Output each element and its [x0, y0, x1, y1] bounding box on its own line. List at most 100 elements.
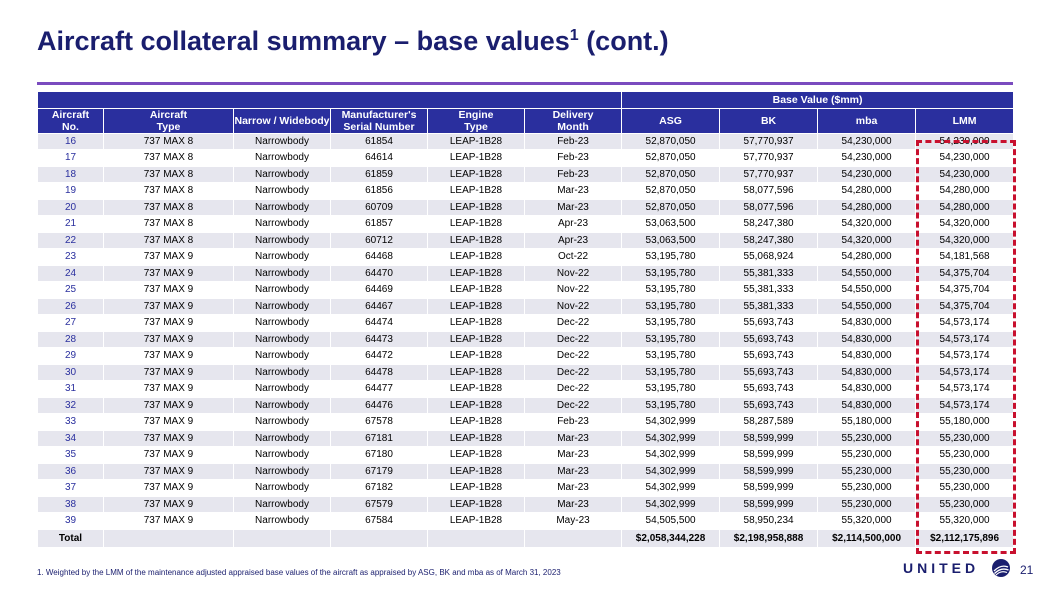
cell-type: 737 MAX 8	[103, 231, 234, 249]
cell-no: 39	[37, 512, 104, 530]
cell-mba: 54,280,000	[817, 182, 917, 200]
cell-lmm: 55,230,000	[915, 479, 1015, 497]
cell-engine: LEAP-1B28	[427, 165, 525, 183]
cell-bk: 58,247,380	[719, 231, 819, 249]
cell-body: Narrowbody	[233, 413, 331, 431]
cell-mba: 54,320,000	[817, 231, 917, 249]
cell-mba: 54,230,000	[817, 165, 917, 183]
cell-bk: 55,693,743	[719, 347, 819, 365]
cell-type: 737 MAX 9	[103, 363, 234, 381]
cell-mba: 54,830,000	[817, 314, 917, 332]
cell-mba: 54,550,000	[817, 297, 917, 315]
cell-delivery: Feb-23	[523, 413, 623, 431]
cell-no: 34	[37, 429, 104, 447]
header-delivery-month: Delivery Month	[523, 107, 623, 134]
cell-lmm: 55,230,000	[915, 462, 1015, 480]
cell-delivery: Feb-23	[523, 149, 623, 167]
cell-asg: 53,195,780	[621, 330, 721, 348]
cell-type: 737 MAX 9	[103, 248, 234, 266]
header-bk: BK	[719, 107, 819, 134]
total-asg: $2,058,344,228	[621, 528, 721, 548]
cell-delivery: Mar-23	[523, 462, 623, 480]
cell-type: 737 MAX 9	[103, 330, 234, 348]
cell-bk: 58,077,596	[719, 198, 819, 216]
cell-engine: LEAP-1B28	[427, 132, 525, 150]
cell-mba: 54,830,000	[817, 396, 917, 414]
cell-delivery: Dec-22	[523, 363, 623, 381]
cell-lmm: 54,375,704	[915, 297, 1015, 315]
table-row: 36 737 MAX 9 Narrowbody 67179 LEAP-1B28 Mar-2…	[37, 462, 1015, 480]
cell-msn: 64467	[330, 297, 428, 315]
cell-body: Narrowbody	[233, 363, 331, 381]
cell-mba: 55,230,000	[817, 446, 917, 464]
table-row: 33 737 MAX 9 Narrowbody 67578 LEAP-1B28 Feb-2…	[37, 413, 1015, 431]
cell-no: 17	[37, 149, 104, 167]
cell-no: 18	[37, 165, 104, 183]
cell-msn: 64470	[330, 264, 428, 282]
cell-body: Narrowbody	[233, 462, 331, 480]
cell-msn: 64474	[330, 314, 428, 332]
cell-body: Narrowbody	[233, 446, 331, 464]
header-body-type: Narrow / Widebody	[233, 107, 331, 134]
table-row: 19 737 MAX 8 Narrowbody 61856 LEAP-1B28 Mar-2…	[37, 182, 1015, 200]
cell-engine: LEAP-1B28	[427, 182, 525, 200]
cell-bk: 55,381,333	[719, 281, 819, 299]
cell-asg: 54,302,999	[621, 413, 721, 431]
cell-asg: 52,870,050	[621, 149, 721, 167]
table-row: 32 737 MAX 9 Narrowbody 64476 LEAP-1B28 Dec-2…	[37, 396, 1015, 414]
cell-no: 36	[37, 462, 104, 480]
cell-no: 24	[37, 264, 104, 282]
cell-body: Narrowbody	[233, 495, 331, 513]
title-divider	[37, 82, 1013, 85]
cell-msn: 64469	[330, 281, 428, 299]
cell-engine: LEAP-1B28	[427, 231, 525, 249]
cell-type: 737 MAX 9	[103, 429, 234, 447]
page-title: Aircraft collateral summary – base value…	[37, 26, 669, 57]
cell-no: 38	[37, 495, 104, 513]
cell-asg: 53,195,780	[621, 314, 721, 332]
cell-type: 737 MAX 9	[103, 380, 234, 398]
cell-delivery: Dec-22	[523, 314, 623, 332]
cell-lmm: 54,320,000	[915, 215, 1015, 233]
cell-type: 737 MAX 8	[103, 198, 234, 216]
title-footnote-marker: 1	[569, 27, 579, 44]
cell-no: 37	[37, 479, 104, 497]
united-logo: UNITED	[903, 560, 980, 576]
cell-asg: 53,195,780	[621, 297, 721, 315]
cell-delivery: Dec-22	[523, 380, 623, 398]
cell-msn: 60712	[330, 231, 428, 249]
cell-mba: 54,830,000	[817, 380, 917, 398]
cell-engine: LEAP-1B28	[427, 413, 525, 431]
cell-mba: 54,550,000	[817, 281, 917, 299]
cell-type: 737 MAX 9	[103, 297, 234, 315]
total-row: Total $2,058,344,228 $2,198,958,888 $2,1…	[37, 528, 1015, 548]
total-bk: $2,198,958,888	[719, 528, 819, 548]
cell-bk: 58,950,234	[719, 512, 819, 530]
table-row: 25 737 MAX 9 Narrowbody 64469 LEAP-1B28 Nov-2…	[37, 281, 1015, 299]
cell-bk: 57,770,937	[719, 132, 819, 150]
cell-body: Narrowbody	[233, 314, 331, 332]
cell-asg: 53,195,780	[621, 396, 721, 414]
header-lmm: LMM	[915, 107, 1015, 134]
cell-mba: 54,280,000	[817, 248, 917, 266]
cell-engine: LEAP-1B28	[427, 396, 525, 414]
cell-delivery: Nov-22	[523, 264, 623, 282]
cell-engine: LEAP-1B28	[427, 347, 525, 365]
cell-body: Narrowbody	[233, 330, 331, 348]
cell-asg: 53,195,780	[621, 281, 721, 299]
cell-type: 737 MAX 8	[103, 215, 234, 233]
cell-bk: 57,770,937	[719, 149, 819, 167]
cell-body: Narrowbody	[233, 165, 331, 183]
title-suffix: (cont.)	[578, 26, 669, 56]
cell-asg: 53,195,780	[621, 363, 721, 381]
cell-msn: 61856	[330, 182, 428, 200]
cell-mba: 54,830,000	[817, 363, 917, 381]
cell-delivery: May-23	[523, 512, 623, 530]
cell-mba: 54,230,000	[817, 149, 917, 167]
header-aircraft-no: Aircraft No.	[37, 107, 104, 134]
cell-engine: LEAP-1B28	[427, 264, 525, 282]
cell-bk: 55,381,333	[719, 297, 819, 315]
cell-bk: 58,599,999	[719, 462, 819, 480]
table-row: 18 737 MAX 8 Narrowbody 61859 LEAP-1B28 Feb-2…	[37, 165, 1015, 183]
footnote: 1. Weighted by the LMM of the maintenanc…	[37, 568, 561, 577]
